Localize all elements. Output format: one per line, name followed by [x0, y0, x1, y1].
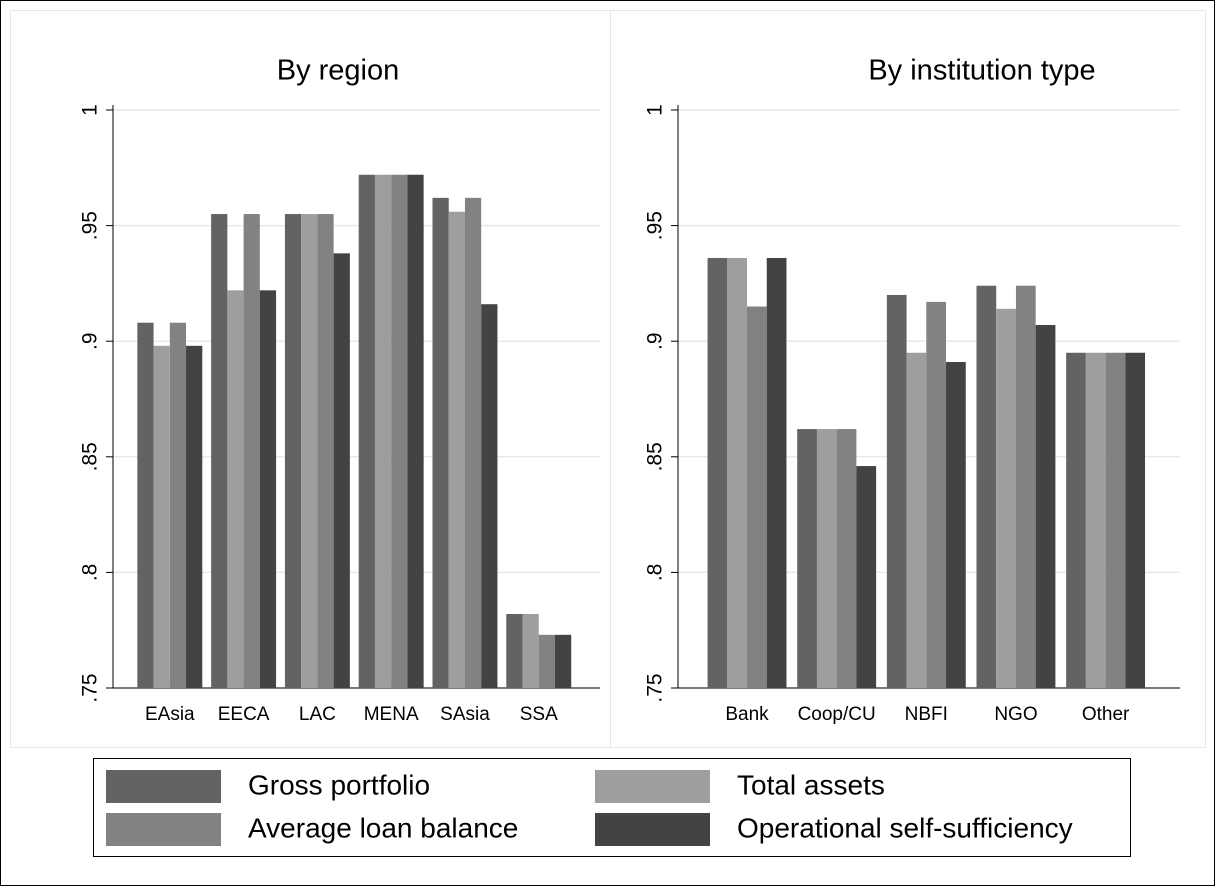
- bar: [996, 308, 1016, 688]
- y-tick-label: .75: [644, 673, 667, 702]
- legend-label: Total assets: [737, 769, 885, 800]
- bar: [227, 290, 244, 688]
- y-tick-label: .75: [79, 673, 102, 702]
- y-tick-label: .95: [644, 211, 667, 240]
- bar: [856, 466, 877, 688]
- bar: [153, 345, 170, 688]
- bar: [554, 634, 572, 688]
- legend-swatch: [595, 813, 710, 846]
- bar: [506, 614, 523, 688]
- y-tick-label: .9: [79, 332, 102, 350]
- y-tick-label: .9: [644, 332, 667, 350]
- legend-swatch: [106, 813, 221, 846]
- bar: [797, 429, 817, 688]
- x-tick-label: Coop/CU: [798, 704, 876, 725]
- y-tick-label: .85: [79, 442, 102, 471]
- bar: [333, 253, 350, 688]
- bar: [211, 214, 228, 689]
- bar: [1125, 352, 1146, 688]
- x-tick-label: NBFI: [905, 704, 948, 725]
- x-tick-label: Other: [1082, 704, 1130, 725]
- chart-title: By region: [277, 55, 400, 87]
- y-tick-label: 1: [644, 104, 667, 116]
- x-tick-label: EECA: [218, 704, 270, 725]
- bar: [374, 174, 392, 689]
- x-tick-label: SSA: [520, 704, 558, 725]
- bar: [1035, 325, 1056, 688]
- bar: [946, 362, 966, 688]
- x-tick-label: Bank: [725, 704, 769, 725]
- bar: [391, 174, 408, 689]
- bar: [906, 352, 927, 688]
- bar: [727, 257, 748, 688]
- bar: [301, 214, 318, 689]
- legend-label: Gross portfolio: [248, 769, 430, 800]
- bar: [976, 285, 997, 688]
- chart-title: By institution type: [868, 55, 1095, 87]
- bar: [836, 429, 857, 688]
- bar: [1085, 352, 1106, 688]
- x-tick-label: NGO: [994, 704, 1037, 725]
- legend-label: Average loan balance: [248, 812, 518, 843]
- bar: [747, 306, 767, 688]
- legend-label: Operational self-sufficiency: [737, 812, 1073, 843]
- y-tick-label: .8: [79, 564, 102, 582]
- bar: [448, 211, 465, 688]
- legend-swatch: [106, 770, 221, 803]
- y-tick-label: .95: [79, 211, 102, 240]
- bar: [816, 429, 837, 688]
- bar: [317, 214, 334, 689]
- bar: [169, 322, 187, 688]
- y-tick-label: .85: [644, 442, 667, 471]
- y-tick-label: 1: [79, 104, 102, 116]
- bar: [407, 174, 424, 689]
- bar: [926, 301, 947, 688]
- bar: [243, 214, 260, 689]
- x-tick-label: MENA: [364, 704, 419, 725]
- bar: [432, 197, 449, 688]
- bar: [707, 257, 728, 688]
- x-tick-label: LAC: [299, 704, 336, 725]
- bar: [137, 322, 154, 688]
- bar: [538, 634, 555, 688]
- legend: Gross portfolio Total assets Average loan …: [106, 769, 1073, 846]
- bar: [284, 214, 302, 689]
- y-tick-label: .8: [644, 564, 667, 582]
- bar: [186, 345, 203, 688]
- panel-frame: [610, 10, 1206, 748]
- bar: [1015, 285, 1036, 688]
- bar: [259, 290, 277, 688]
- x-tick-label: SAsia: [440, 704, 490, 725]
- bar: [766, 257, 787, 688]
- bar: [464, 197, 482, 688]
- bar: [886, 294, 907, 688]
- x-tick-label: EAsia: [145, 704, 195, 725]
- bar: [1066, 352, 1086, 688]
- bar: [1105, 352, 1126, 688]
- bar: [522, 614, 539, 688]
- legend-swatch: [595, 770, 710, 803]
- bar: [358, 174, 375, 689]
- bar: [481, 304, 498, 688]
